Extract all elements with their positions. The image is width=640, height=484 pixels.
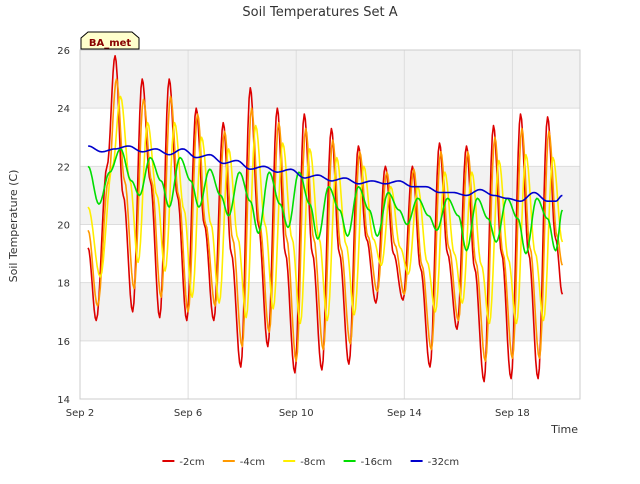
legend-label: -16cm <box>361 457 393 468</box>
y-tick-labels: 14 16 18 20 22 24 26 <box>57 46 70 406</box>
legend-label: -8cm <box>300 457 325 468</box>
y-axis-label: Soil Temperature (C) <box>7 170 20 283</box>
annotation-box <box>80 31 140 50</box>
y-tick-label: 18 <box>57 279 70 290</box>
x-tick-label: Sep 10 <box>279 408 314 419</box>
legend: -2cm -4cm -8cm -16cm -32cm <box>162 457 459 468</box>
series-line-32cm <box>88 145 563 202</box>
y-tick-label: 20 <box>57 221 70 232</box>
series-line-2cm <box>87 55 564 383</box>
legend-item: -16cm <box>343 457 393 468</box>
plot-frame <box>79 49 581 400</box>
legend-item: -32cm <box>410 457 460 468</box>
x-tick-label: Sep 14 <box>387 408 422 419</box>
series-line-8cm <box>87 95 564 325</box>
chart-title: Soil Temperatures Set A <box>242 5 397 20</box>
legend-item: -4cm <box>222 457 265 468</box>
y-tick-label: 16 <box>57 337 70 348</box>
plot-band <box>80 50 580 109</box>
x-tick-label: Sep 18 <box>495 408 530 419</box>
legend-label: -4cm <box>240 457 265 468</box>
series-line-16cm <box>87 148 564 255</box>
series-line-4cm <box>87 78 564 362</box>
legend-item: -8cm <box>283 457 325 468</box>
x-tick-labels: Sep 2 Sep 6 Sep 10 Sep 14 Sep 18 <box>66 408 530 419</box>
annotation-tag: BA_met <box>80 31 140 50</box>
legend-label: -32cm <box>428 457 460 468</box>
annotation-label: BA_met <box>89 38 132 49</box>
y-tick-label: 14 <box>57 395 70 406</box>
x-tick-label: Sep 6 <box>174 408 202 419</box>
legend-label: -2cm <box>179 457 204 468</box>
y-tick-label: 22 <box>57 162 70 173</box>
series-group <box>87 55 564 383</box>
plot-band <box>80 340 580 399</box>
legend-item: -2cm <box>162 457 205 468</box>
x-tick-label: Sep 2 <box>66 408 94 419</box>
y-tick-label: 26 <box>57 46 70 57</box>
x-axis-label: Time <box>550 423 578 436</box>
y-tick-label: 24 <box>57 104 70 115</box>
